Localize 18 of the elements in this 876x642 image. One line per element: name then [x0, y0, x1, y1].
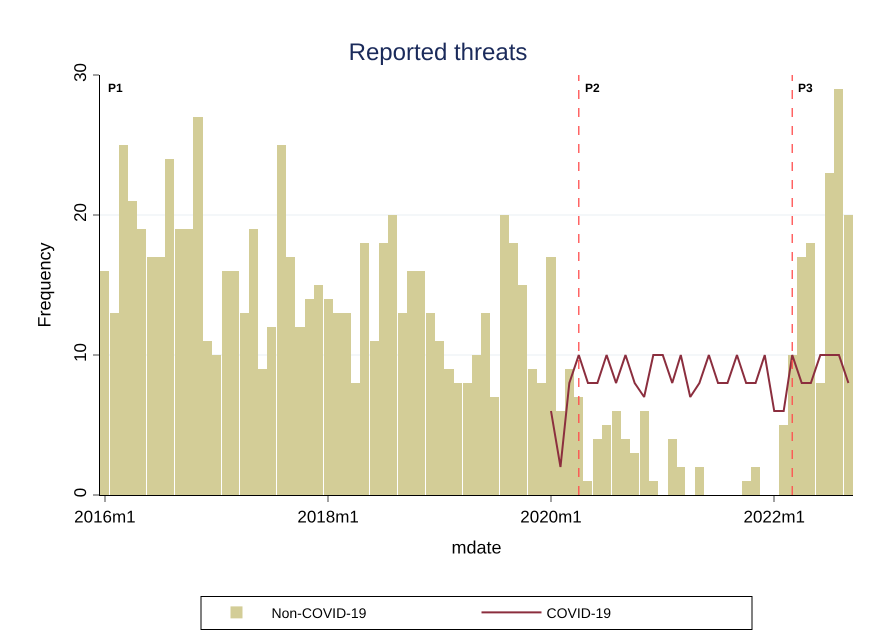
- x-tick-label: 2022m1: [744, 507, 805, 526]
- annotation: P1: [108, 81, 124, 95]
- chart-title: Reported threats: [348, 38, 528, 66]
- ref-line-label: P3: [798, 81, 814, 95]
- y-tick-label: 20: [71, 202, 90, 222]
- x-axis-title: mdate: [451, 538, 502, 558]
- y-axis-title: Frequency: [34, 242, 54, 328]
- bar: [695, 467, 704, 495]
- x-tick-label: 2018m1: [297, 507, 359, 526]
- legend-label: Non-COVID-19: [272, 604, 367, 621]
- x-tick-label: 2020m1: [520, 507, 582, 526]
- y-tick-label: 10: [71, 342, 90, 362]
- ref-line-label: P2: [585, 81, 600, 95]
- y-tick-label: 30: [71, 62, 90, 82]
- legend-label: COVID-19: [546, 604, 612, 621]
- x-tick-label: 2016m1: [74, 507, 136, 526]
- line-series: [550, 354, 850, 468]
- y-tick-label: 0: [71, 488, 90, 498]
